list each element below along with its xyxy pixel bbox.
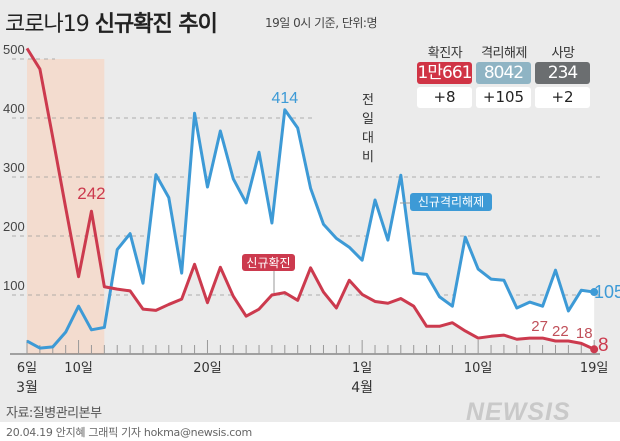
data-point [590,345,599,354]
header-confirmed: 확진자 [427,46,463,61]
subtitle: 19일 0시 기준, 단위:명 [265,16,378,30]
change-row-label: 전일대비 [362,93,374,165]
header-deaths: 사망 [551,46,575,61]
page-title: 코로나19 신규확진 추이 [5,6,218,38]
credit-text: 20.04.19 안지혜 그래픽 기자 hokma@newsis.com [6,426,252,439]
released-tag [410,193,492,211]
y-tick-label: 300 [3,160,25,175]
y-tick-label: 200 [3,219,25,234]
newsis-logo: NEWSIS [466,398,571,426]
label-8: 8 [598,335,609,356]
label-105: 105 [594,282,620,302]
source-note: 자료:질병관리본부 [6,406,102,421]
x-tick-label: 6일 [17,361,37,376]
x-month-label: 3월 [16,380,38,396]
area-between-series [113,109,595,350]
confirmed-tag [242,254,295,271]
line-confirmed [25,47,595,351]
label-242: 242 [77,184,105,203]
y-tick-label: 400 [3,101,25,116]
x-tick-label: 19일 [580,361,609,376]
credit-bar: 20.04.19 안지혜 그래픽 기자 hokma@newsis.com [0,422,620,441]
label-22: 22 [552,323,569,340]
x-month-label: 4월 [351,380,373,396]
total-confirmed: 1만661 [417,62,472,84]
label-18: 18 [576,325,593,342]
total-deaths: 234 [535,62,590,84]
y-tick-label: 500 [3,42,25,57]
y-tick-label: 100 [3,278,25,293]
label-414: 414 [271,90,298,107]
x-tick-label: 10일 [64,361,93,376]
confirmed-tag-label: 신규확진 [246,256,290,270]
x-tick-label: 20일 [193,361,222,376]
label-27: 27 [531,318,548,335]
x-tick-label: 1일 [352,361,372,376]
change-confirmed: +8 [417,87,472,108]
title-plain: 코로나19 [5,12,90,37]
line-released [26,108,595,350]
change-released: +105 [476,87,531,108]
released-tag-label: 신규격리해제 [418,195,484,209]
x-tick-label: 10일 [464,361,493,376]
title-bold: 신규확진 추이 [94,12,218,37]
header-released: 격리해제 [481,46,527,61]
data-point [590,288,599,297]
change-deaths: +2 [535,87,590,108]
total-released: 8042 [476,62,531,84]
